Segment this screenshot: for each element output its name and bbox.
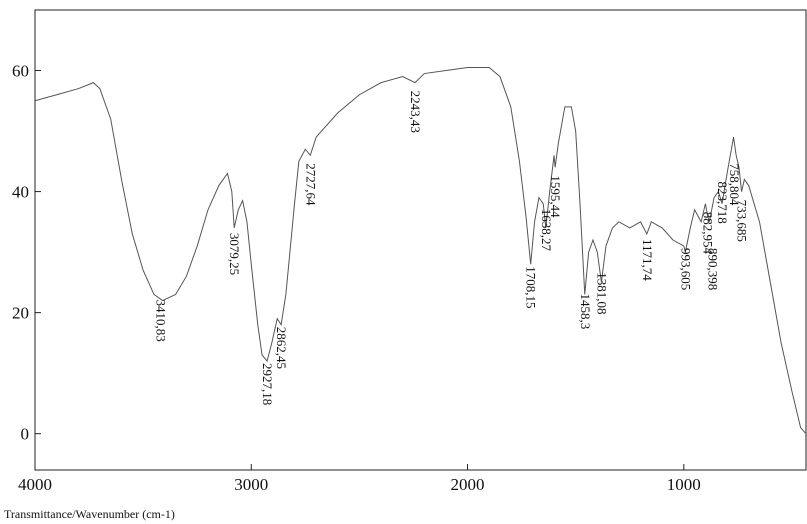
x-tick-label: 1000 — [667, 475, 701, 494]
spectrum-line — [34, 67, 807, 435]
peak-label: 1638,27 — [539, 209, 554, 252]
peak-label: 733,685 — [735, 200, 750, 242]
peak-label: 758,804 — [727, 163, 742, 206]
peak-label: 882,954 — [701, 212, 716, 255]
peak-label: 1595,44 — [548, 175, 563, 218]
x-tick-label: 3000 — [234, 475, 268, 494]
y-tick-label: 20 — [12, 304, 29, 323]
x-tick-label: 2000 — [451, 475, 485, 494]
peak-label: 2727,64 — [303, 163, 318, 206]
peak-label: 890,398 — [705, 248, 720, 290]
peak-label: 1708,15 — [524, 266, 539, 308]
peak-label: 993,605 — [678, 248, 693, 290]
x-tick-label: 4000 — [18, 475, 52, 494]
peak-label: 2862,45 — [274, 327, 289, 369]
x-axis-label: Transmittance/Wavenumber (cm-1) — [4, 507, 175, 521]
peak-label: 3079,25 — [227, 233, 242, 275]
peak-label: 2927,18 — [260, 363, 275, 405]
peak-label: 2243,43 — [408, 91, 423, 133]
peak-label: 1381,08 — [594, 272, 609, 314]
y-tick-label: 0 — [21, 425, 30, 444]
peak-label: 1171,74 — [640, 239, 655, 281]
peak-label: 1458,3 — [578, 293, 593, 329]
y-tick-label: 40 — [12, 183, 29, 202]
y-tick-label: 60 — [12, 62, 29, 81]
peak-label: 823,718 — [715, 181, 730, 223]
plot-frame — [34, 9, 807, 471]
peak-label: 3410,83 — [153, 300, 168, 342]
